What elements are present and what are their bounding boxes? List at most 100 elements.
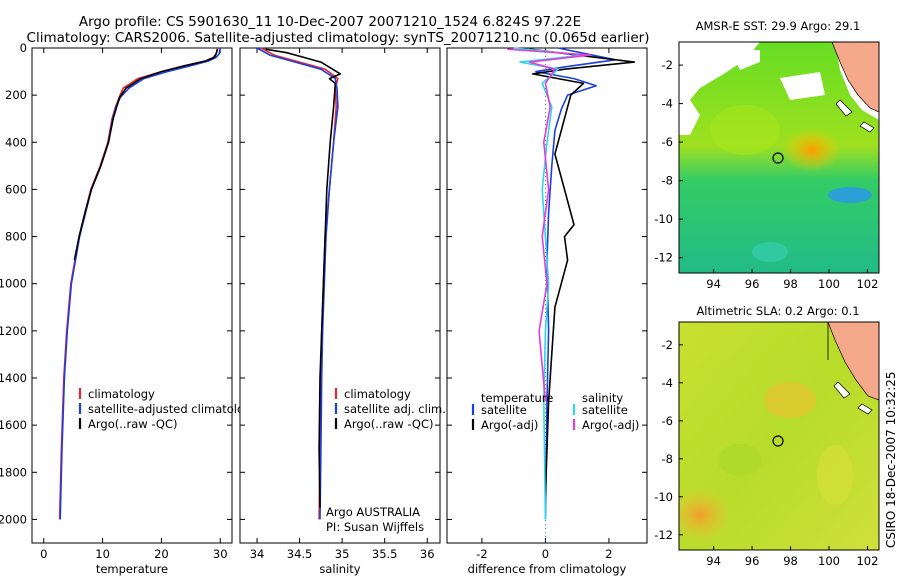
sst-missing-data-3: [780, 72, 825, 100]
x-tick-label: -2: [476, 547, 487, 561]
y-tick-label: 800: [5, 230, 27, 244]
map-y-tick-label: -4: [662, 376, 673, 390]
series-line-blue: [256, 47, 339, 520]
sla-warm-patch: [679, 487, 732, 543]
map-x-tick-label: 102: [856, 554, 878, 568]
series-line-black: [529, 48, 636, 496]
sst-land-sumatra: [831, 42, 879, 113]
x-axis-label: salinity: [319, 562, 360, 576]
map-y-tick-label: -6: [662, 414, 673, 428]
legend-label: Argo(-adj): [481, 418, 538, 432]
map-x-tick-label: 96: [745, 277, 760, 291]
map-x-tick-label: 102: [856, 277, 878, 291]
sla-island: [833, 381, 851, 399]
series-line-black: [265, 48, 342, 508]
legend-header: temperature: [481, 391, 553, 405]
map-x-tick-label: 94: [706, 277, 721, 291]
map-y-tick-label: -10: [654, 212, 673, 226]
y-tick-label: 1000: [0, 277, 27, 291]
map-y-tick-label: -6: [662, 135, 673, 149]
x-tick-label: 34.5: [287, 547, 313, 561]
map-y-tick-label: -10: [654, 490, 673, 504]
legend-label: climatology: [88, 387, 155, 401]
series-line-magenta: [507, 48, 591, 402]
x-tick-label: 20: [154, 547, 169, 561]
plot-frame: [31, 47, 233, 544]
x-tick-label: 35: [335, 547, 350, 561]
sla-map-frame: [678, 321, 880, 551]
legend-label: satellite adj. clim.: [344, 402, 446, 416]
legend-label: satellite: [582, 403, 628, 417]
temperature-profile-panel: 0 10 20 30 temperature 0 200 400 600 800 1000 1200 1…: [0, 41, 258, 576]
map-x-tick-label: 100: [818, 554, 840, 568]
y-tick-label: 1400: [0, 371, 27, 385]
sla-land-sumatra: [827, 322, 879, 401]
side-timestamp-label: CSIRO 18-Dec-2007 10:32:25: [884, 371, 898, 548]
y-tick-label: 400: [5, 135, 27, 149]
sst-cool-patch: [828, 187, 872, 203]
sst-patch: [710, 105, 780, 155]
sst-missing-data-2: [730, 50, 760, 70]
annotation-text: PI: Susan Wijffels: [326, 520, 424, 534]
y-tick-label: 1600: [0, 418, 27, 432]
header-line2: Climatology: CARS2006. Satellite-adjuste…: [27, 30, 650, 46]
legend-label: Argo(..raw -QC): [88, 417, 178, 431]
x-tick-label: 10: [95, 547, 110, 561]
map-y-tick-label: -8: [662, 174, 673, 188]
argo-location-marker: [772, 152, 784, 164]
map-x-tick-label: 100: [818, 277, 840, 291]
map-y-tick-label: -8: [662, 452, 673, 466]
sla-warm-patch-2: [764, 382, 816, 418]
y-tick-label: 600: [5, 182, 27, 196]
y-tick-label: 1800: [0, 465, 27, 479]
legend-label: satellite: [481, 403, 527, 417]
series-line-cyan: [513, 47, 585, 520]
x-axis-label: temperature: [96, 562, 168, 576]
sla-patch-2: [718, 444, 762, 476]
legend-label: satellite-adjusted climatology: [88, 402, 258, 416]
map-y-tick-label: -12: [654, 251, 673, 265]
sst-map-title: AMSR-E SST: 29.9 Argo: 29.1: [696, 19, 861, 33]
sst-missing-data: [679, 42, 760, 135]
x-axis-label: difference from climatology: [468, 562, 627, 576]
legend-label: Argo(..raw -QC): [344, 417, 434, 431]
y-tick-label: 1200: [0, 324, 27, 338]
y-tick-label: 0: [20, 41, 27, 55]
x-tick-label: 34: [250, 547, 265, 561]
argo-location-marker: [772, 435, 784, 447]
plot-frame: [239, 47, 441, 544]
sla-island-2: [857, 403, 873, 415]
x-tick-label: 0: [542, 547, 549, 561]
x-tick-label: 0: [40, 547, 47, 561]
sst-warm-patch: [782, 128, 842, 172]
salinity-profile-panel: 34 34.5 35 35.5 36 salinity climatologysatelli…: [239, 47, 446, 576]
x-tick-label: 36: [420, 547, 435, 561]
sst-map-frame: [678, 41, 880, 274]
legend-header: salinity: [582, 391, 623, 405]
x-tick-label: 35.5: [372, 547, 398, 561]
sst-island-2: [859, 121, 875, 133]
sla-map-panel: Altimetric SLA: 0.2 Argo: 0.1 94 96 98 100 1…: [654, 304, 880, 568]
map-x-tick-label: 98: [783, 554, 798, 568]
map-y-tick-label: -2: [662, 58, 673, 72]
y-tick-label: 2000: [0, 512, 27, 526]
sst-island: [835, 99, 853, 117]
map-x-tick-label: 96: [745, 554, 760, 568]
map-y-tick-label: -12: [654, 528, 673, 542]
map-x-tick-label: 98: [783, 277, 798, 291]
sla-map-title: Altimetric SLA: 0.2 Argo: 0.1: [696, 304, 859, 318]
sst-cool-patch-2: [752, 242, 788, 262]
header-line1: Argo profile: CS 5901630_11 10-Dec-2007 …: [79, 14, 581, 30]
annotation-text: Argo AUSTRALIA: [326, 505, 420, 519]
sst-map-panel: AMSR-E SST: 29.9 Argo: 29.1 94 96 98 100 102…: [654, 19, 880, 291]
legend-label: Argo(-adj): [582, 418, 639, 432]
map-y-tick-label: -4: [662, 97, 673, 111]
x-tick-label: 30: [213, 547, 228, 561]
sla-patch: [817, 445, 853, 505]
map-y-tick-label: -2: [662, 338, 673, 352]
x-tick-label: 2: [605, 547, 612, 561]
legend-label: climatology: [344, 387, 411, 401]
map-x-tick-label: 94: [706, 554, 721, 568]
